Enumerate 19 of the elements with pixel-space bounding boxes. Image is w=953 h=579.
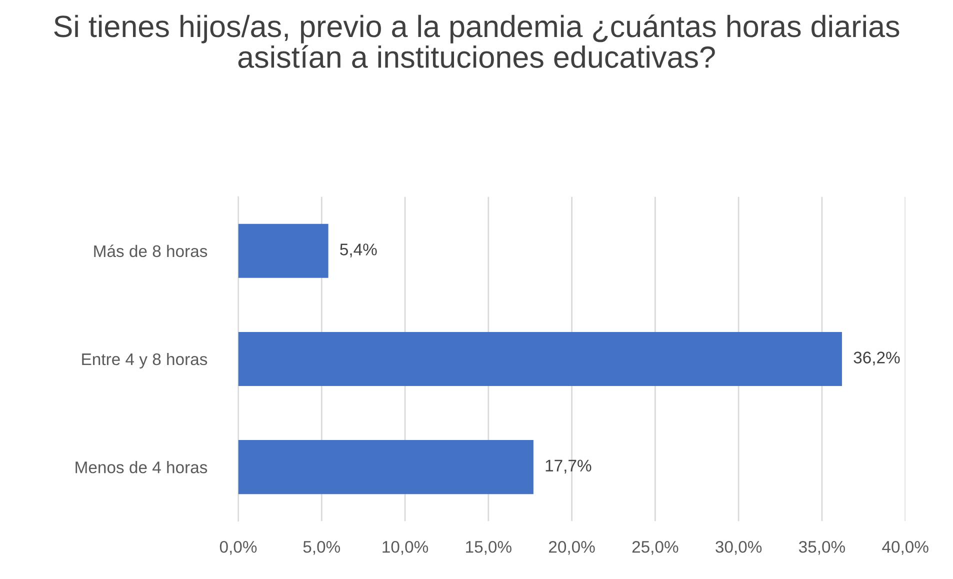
x-tick-label: 40,0% [882,540,928,555]
data-label: 5,4% [340,244,377,258]
x-tick-label: 35,0% [798,540,845,555]
x-tick-label: 15,0% [466,540,512,555]
x-tick-label: 10,0% [382,540,428,555]
bar [238,224,328,278]
bar [238,332,842,386]
x-tick-label: 20,0% [549,540,595,555]
y-tick-label: Menos de 4 horas [76,461,208,474]
x-tick-label: 30,0% [716,540,762,555]
x-tick-label: 0,0% [220,540,257,555]
data-label: 36,2% [854,352,900,366]
bar [238,440,534,494]
chart-title: Si tienes hijos/as, previo a la pandemia ¿cuántas horas diarias asistían a instituciones educativas? [54,14,900,68]
x-tick-label: 25,0% [632,540,678,555]
y-tick-label: Más de 8 horas [94,244,208,258]
data-label: 17,7% [546,460,592,474]
y-tick-label: Entre 4 y 8 horas [82,352,208,368]
x-tick-label: 5,0% [303,540,340,555]
